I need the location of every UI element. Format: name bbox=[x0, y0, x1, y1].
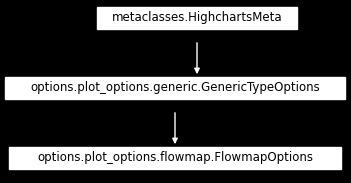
FancyBboxPatch shape bbox=[97, 7, 297, 29]
Text: options.plot_options.flowmap.FlowmapOptions: options.plot_options.flowmap.FlowmapOpti… bbox=[37, 152, 313, 165]
Text: metaclasses.HighchartsMeta: metaclasses.HighchartsMeta bbox=[112, 12, 282, 25]
FancyBboxPatch shape bbox=[9, 147, 341, 169]
FancyBboxPatch shape bbox=[5, 77, 345, 99]
Text: options.plot_options.generic.GenericTypeOptions: options.plot_options.generic.GenericType… bbox=[30, 81, 320, 94]
